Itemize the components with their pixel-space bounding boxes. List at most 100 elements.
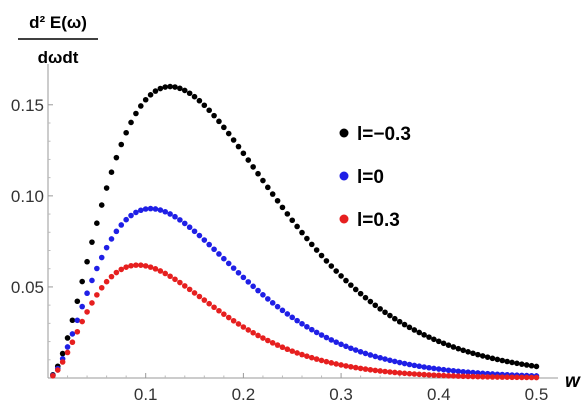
data-point bbox=[133, 209, 139, 216]
data-point bbox=[113, 228, 120, 235]
data-point bbox=[172, 213, 178, 220]
data-point bbox=[103, 244, 110, 251]
data-point bbox=[475, 373, 481, 380]
data-point bbox=[338, 341, 344, 348]
data-point bbox=[401, 321, 408, 328]
data-point bbox=[406, 361, 413, 368]
data-point bbox=[387, 357, 393, 364]
data-point bbox=[74, 328, 81, 335]
data-point bbox=[445, 367, 452, 374]
data-point bbox=[269, 191, 276, 197]
data-point bbox=[260, 335, 266, 341]
data-point bbox=[348, 345, 354, 352]
data-point bbox=[470, 369, 476, 376]
data-point bbox=[396, 359, 403, 366]
data-point bbox=[113, 269, 120, 276]
data-point bbox=[152, 88, 159, 94]
data-point bbox=[211, 304, 217, 311]
data-point bbox=[177, 85, 183, 92]
data-point bbox=[489, 374, 496, 380]
data-point bbox=[152, 206, 159, 212]
data-point bbox=[167, 273, 173, 280]
data-point bbox=[382, 309, 388, 316]
data-point bbox=[94, 265, 100, 272]
data-point bbox=[357, 349, 364, 355]
data-point bbox=[206, 107, 212, 114]
data-point bbox=[260, 292, 266, 298]
data-point bbox=[377, 354, 383, 361]
data-point bbox=[299, 351, 305, 358]
data-point bbox=[431, 336, 437, 343]
legend-label: l=0.3 bbox=[357, 210, 400, 231]
data-point bbox=[279, 204, 286, 211]
data-point bbox=[294, 223, 300, 230]
data-point bbox=[269, 300, 276, 306]
data-point bbox=[304, 323, 310, 330]
data-point bbox=[519, 361, 525, 367]
x-tick-label: 0.1 bbox=[134, 385, 158, 404]
data-point bbox=[416, 371, 423, 378]
data-point bbox=[240, 274, 247, 281]
data-point bbox=[157, 207, 164, 213]
data-point bbox=[206, 300, 212, 307]
data-point bbox=[372, 367, 379, 374]
data-point bbox=[123, 216, 129, 223]
data-point bbox=[157, 268, 164, 274]
data-point bbox=[426, 372, 432, 378]
data-point bbox=[98, 202, 105, 208]
data-point bbox=[362, 350, 369, 357]
legend-marker bbox=[339, 214, 349, 224]
data-point bbox=[392, 315, 398, 322]
data-point bbox=[94, 220, 100, 226]
data-point bbox=[455, 373, 462, 379]
data-point bbox=[431, 365, 437, 372]
data-point bbox=[406, 370, 413, 377]
y-axis-title: d² E(ω) dωdt bbox=[18, 13, 98, 67]
data-point bbox=[181, 220, 188, 227]
data-point bbox=[494, 374, 501, 380]
data-point bbox=[455, 345, 462, 352]
data-point bbox=[318, 332, 325, 338]
data-point bbox=[465, 373, 471, 380]
data-point bbox=[479, 373, 486, 380]
data-point bbox=[313, 356, 320, 362]
data-point bbox=[181, 87, 188, 94]
ticks: 0.1 0.2 0.3 0.4 0.5 0.05 0.10 0.15 bbox=[11, 96, 548, 404]
data-point bbox=[299, 320, 305, 327]
data-point bbox=[250, 329, 256, 336]
data-point bbox=[372, 353, 379, 360]
data-point bbox=[128, 119, 134, 126]
data-point bbox=[338, 362, 344, 368]
data-point bbox=[494, 356, 501, 363]
data-point bbox=[98, 254, 105, 261]
data-point bbox=[382, 356, 388, 362]
data-point bbox=[240, 150, 247, 157]
data-point bbox=[123, 264, 129, 270]
data-point bbox=[514, 374, 520, 381]
data-point bbox=[138, 103, 144, 109]
data-point bbox=[509, 359, 515, 366]
data-point bbox=[362, 366, 369, 372]
x-tick-label: 0.2 bbox=[232, 385, 256, 404]
data-point bbox=[421, 364, 427, 370]
data-point bbox=[230, 137, 237, 143]
legend-label: l=0 bbox=[357, 167, 384, 188]
data-point bbox=[333, 339, 339, 345]
x-tick-label: 0.4 bbox=[427, 385, 451, 404]
data-point bbox=[162, 84, 169, 90]
data-point bbox=[343, 343, 349, 350]
data-point bbox=[450, 373, 457, 379]
data-point bbox=[123, 129, 129, 136]
data-point bbox=[177, 217, 183, 223]
data-point bbox=[64, 344, 71, 350]
data-point bbox=[333, 361, 339, 367]
data-point bbox=[245, 327, 252, 333]
data-point bbox=[289, 348, 296, 354]
data-point bbox=[328, 337, 335, 343]
data-point bbox=[299, 229, 305, 236]
data-point bbox=[509, 374, 515, 381]
data-point bbox=[416, 329, 423, 336]
data-point bbox=[274, 342, 281, 348]
legend-marker bbox=[339, 171, 349, 181]
